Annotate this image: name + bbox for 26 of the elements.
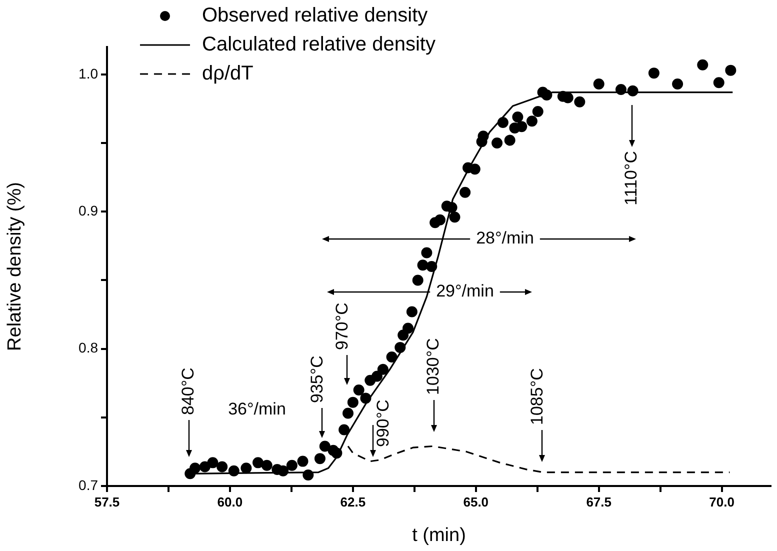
y-tick-label: 1.0 — [78, 65, 98, 82]
annotation: 840°C — [178, 368, 198, 415]
annotation: 1085°C — [527, 368, 546, 425]
y-tick-label: 0.7 — [78, 476, 98, 493]
x-axis-title: t (min) — [412, 524, 466, 546]
y-tick-label: 0.8 — [78, 340, 98, 356]
annotation: 935°C — [307, 356, 326, 403]
x-tick-label: 67.5 — [586, 494, 612, 510]
legend-label: dρ/dT — [202, 62, 254, 85]
legend-label: Calculated relative density — [202, 34, 436, 56]
annotation: 36°/min — [228, 399, 286, 418]
y-axis-title: Relative density (%) — [4, 182, 26, 351]
y-tick-label: 0.9 — [78, 202, 98, 218]
x-tick-label: 70.0 — [709, 494, 734, 510]
legend-label: Observed relative density — [202, 4, 428, 27]
x-tick-label: 57.5 — [94, 494, 120, 510]
annotation: 29°/min — [436, 281, 494, 300]
annotation: 1110°C — [621, 151, 640, 206]
annotation: 990°C — [373, 400, 392, 447]
line-series — [347, 445, 730, 474]
x-tick-label: 62.5 — [340, 494, 366, 510]
annotation: 970°C — [332, 302, 352, 350]
annotation: 1030°C — [423, 338, 442, 395]
x-tick-label: 60.0 — [217, 494, 243, 510]
x-tick-label: 65.0 — [463, 494, 489, 510]
annotation: 28°/min — [476, 228, 534, 248]
